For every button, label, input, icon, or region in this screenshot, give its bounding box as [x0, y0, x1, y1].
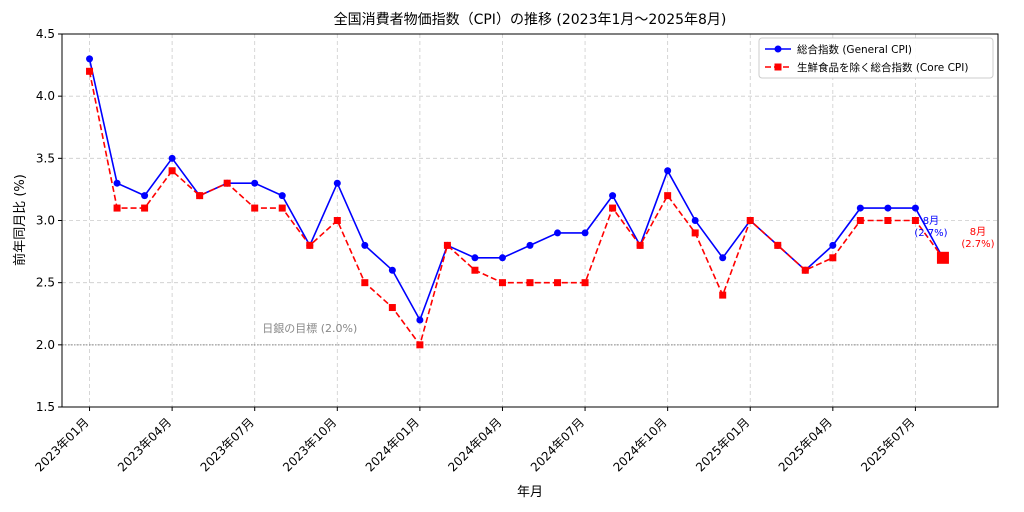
data-point: [691, 217, 699, 224]
data-point: [609, 192, 617, 200]
legend-box: [758, 37, 994, 79]
data-point: [526, 279, 534, 287]
x-tick-label: 2024年07月: [528, 415, 587, 474]
data-point: [278, 204, 286, 212]
data-point: [471, 266, 479, 274]
y-tick-label: 3.5: [36, 151, 55, 165]
data-point: [884, 204, 892, 212]
reference-line-group: 日銀の目標 (2.0%): [62, 321, 998, 346]
data-point: [168, 167, 176, 175]
annotation-line: (2.7%): [914, 228, 947, 239]
y-tick-label: 2.5: [36, 276, 55, 290]
data-point: [719, 291, 727, 299]
x-tick-label: 2023年10月: [280, 415, 339, 474]
data-point: [856, 204, 864, 212]
legend-marker: [774, 63, 782, 71]
data-point: [829, 254, 837, 262]
annotation-group: 8月(2.7%) 8月(2.7%): [914, 215, 994, 250]
data-point: [223, 179, 231, 187]
data-point: [664, 167, 672, 175]
y-tick-label: 4.5: [36, 27, 55, 41]
data-point: [333, 179, 341, 187]
legend-entry: 総合指数 (General CPI): [765, 43, 912, 56]
x-tick-label: 2025年01月: [693, 415, 752, 474]
series-core-cpi: [86, 67, 949, 349]
annotation-line: (2.7%): [961, 239, 994, 250]
data-point: [251, 204, 259, 212]
legend-label: 総合指数 (General CPI): [797, 43, 912, 56]
data-point: [113, 179, 121, 187]
x-tick-label: 2025年04月: [776, 415, 835, 474]
data-point: [361, 241, 369, 249]
data-point: [498, 254, 506, 262]
y-tick-label: 1.5: [36, 400, 55, 414]
legend-marker: [774, 45, 782, 53]
data-point: [416, 316, 424, 324]
annotation-core-latest: 8月(2.7%): [961, 226, 994, 250]
y-tick-label: 4.0: [36, 89, 55, 103]
legend: 総合指数 (General CPI) 生鮮食品を除く総合指数 (Core CPI): [758, 37, 994, 79]
y-axis-label: 前年同月比 (%): [12, 174, 28, 266]
data-point: [911, 217, 919, 224]
annotation-line: 8月: [970, 226, 986, 238]
annotation-line: 8月: [923, 215, 939, 227]
data-point: [911, 204, 919, 212]
x-tick-label: 2023年04月: [115, 415, 174, 474]
y-axis: 1.5 2.0 2.5 3.0 3.5 4.0 4.5: [36, 27, 62, 414]
data-point: [168, 154, 176, 162]
x-tick-label: 2024年10月: [611, 415, 670, 474]
data-point: [251, 179, 259, 187]
data-point: [609, 204, 617, 212]
data-point: [581, 279, 589, 287]
data-point: [554, 279, 562, 287]
data-point: [196, 192, 204, 200]
data-point: [884, 217, 892, 224]
data-point: [526, 241, 534, 249]
data-point: [361, 279, 369, 287]
data-point: [278, 192, 286, 200]
legend-label: 生鮮食品を除く総合指数 (Core CPI): [797, 61, 968, 74]
data-point: [471, 254, 479, 262]
data-point: [416, 341, 424, 349]
y-tick-label: 2.0: [36, 338, 55, 352]
data-point: [691, 229, 699, 237]
series-group: [86, 55, 949, 349]
y-tick-label: 3.0: [36, 214, 55, 228]
data-point: [306, 241, 314, 249]
target-reference-label: 日銀の目標 (2.0%): [262, 321, 357, 335]
data-point: [86, 55, 94, 63]
x-axis-label: 年月: [517, 485, 543, 500]
series-line: [88, 58, 944, 322]
data-point: [141, 204, 149, 212]
x-tick-label: 2024年01月: [363, 415, 422, 474]
data-point: [774, 241, 782, 249]
data-point: [746, 217, 754, 224]
data-point: [141, 192, 149, 200]
data-point: [936, 251, 949, 264]
x-tick-label: 2023年01月: [32, 415, 91, 474]
data-point: [113, 204, 121, 212]
data-point: [333, 217, 341, 224]
x-axis: 2023年01月 2023年04月 2023年07月 2023年10月 2024年01月…: [32, 407, 918, 474]
data-point: [498, 279, 506, 287]
chart-title: 全国消費者物価指数（CPI）の推移 (2023年1月～2025年8月): [334, 11, 727, 28]
data-point: [829, 241, 837, 249]
data-point: [719, 254, 727, 262]
data-point: [856, 217, 864, 224]
data-point: [86, 67, 94, 75]
data-point: [664, 192, 672, 200]
x-tick-label: 2025年07月: [858, 415, 917, 474]
data-point: [636, 241, 644, 249]
data-point: [388, 266, 396, 274]
x-tick-label: 2024年04月: [445, 415, 504, 474]
x-tick-label: 2023年07月: [198, 415, 257, 474]
annotation-general-latest: 8月(2.7%): [914, 215, 947, 239]
data-point: [554, 229, 562, 237]
data-point: [581, 229, 589, 237]
data-point: [801, 266, 809, 274]
data-point: [443, 241, 451, 249]
data-point: [388, 304, 396, 312]
legend-entry: 生鮮食品を除く総合指数 (Core CPI): [765, 61, 968, 74]
